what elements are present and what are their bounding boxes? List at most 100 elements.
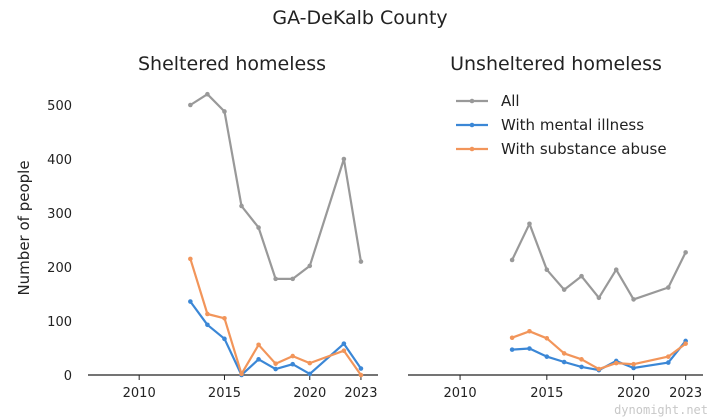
data-point (631, 361, 636, 367)
legend-item: With mental illness (456, 116, 644, 134)
data-point (222, 336, 227, 342)
series-line (189, 300, 362, 377)
data-point (205, 91, 210, 97)
data-point (631, 297, 636, 302)
data-point (544, 335, 550, 341)
legend-swatch-marker (469, 98, 475, 104)
x-tick-label: 2015 (208, 386, 241, 401)
data-point (222, 316, 227, 321)
data-point (631, 365, 636, 371)
series-line (511, 222, 687, 301)
series-line (189, 93, 362, 280)
legend: All With mental illness With substance abu… (456, 92, 667, 158)
data-point (596, 295, 602, 301)
x-tick-label: 2023 (344, 386, 377, 401)
legend-label: With mental illness (501, 116, 644, 134)
data-point (527, 328, 532, 334)
data-point (273, 366, 278, 372)
data-point (683, 341, 688, 346)
data-point (256, 342, 261, 348)
data-point (579, 273, 584, 279)
data-point (256, 225, 261, 230)
data-point (205, 311, 210, 317)
legend-item: With substance abuse (456, 140, 667, 158)
data-point (509, 257, 515, 263)
data-point (579, 364, 584, 370)
data-point (188, 256, 193, 262)
data-point (596, 366, 602, 372)
data-point (527, 346, 532, 351)
data-point (290, 353, 296, 359)
series-with-substance-abuse (188, 256, 364, 378)
x-tick-label: 2020 (293, 386, 326, 401)
data-point (509, 347, 515, 352)
legend-label: All (501, 92, 520, 110)
data-point (239, 203, 244, 209)
panel-title: Sheltered homeless (138, 53, 326, 75)
x-tick-label: 2023 (669, 386, 702, 401)
y-tick-label: 200 (47, 261, 72, 276)
data-point (205, 322, 210, 328)
x-tick-label: 2010 (123, 386, 156, 401)
data-point (561, 351, 567, 356)
legend-item: All (456, 92, 520, 110)
data-point (307, 360, 313, 366)
data-point (239, 371, 244, 377)
y-tick-label: 500 (47, 99, 72, 114)
data-point (544, 354, 550, 359)
panels: Sheltered homeless 2010 2015 2020 2023 0 100 20… (15, 53, 703, 401)
x-tick-label: 2020 (617, 386, 650, 401)
y-tick-label: 300 (47, 207, 72, 222)
data-point (358, 259, 364, 264)
data-point (665, 354, 671, 359)
data-point (579, 357, 584, 362)
panel-sheltered: Sheltered homeless 2010 2015 2020 2023 0 100 20… (15, 53, 378, 401)
panel-unsheltered: Unsheltered homeless 2010 2015 2020 2023 (408, 53, 703, 401)
y-tick-label: 100 (47, 315, 72, 330)
data-point (273, 361, 278, 366)
y-tick-label: 400 (47, 153, 72, 168)
series-with-substance-abuse (509, 328, 688, 372)
panel-title: Unsheltered homeless (450, 53, 662, 75)
watermark: dynomight.net (614, 403, 708, 417)
series-all (188, 91, 364, 282)
data-point (665, 360, 671, 365)
x-tick-label: 2010 (444, 386, 477, 401)
series-line (189, 258, 362, 376)
data-point (307, 371, 313, 377)
legend-label: With substance abuse (501, 140, 667, 158)
data-point (561, 359, 567, 365)
data-point (613, 360, 619, 366)
data-point (683, 250, 688, 255)
data-point (341, 156, 347, 162)
data-point (341, 348, 347, 354)
data-point (188, 102, 193, 108)
data-point (290, 361, 296, 367)
data-point (290, 276, 296, 282)
series-line (512, 340, 687, 372)
data-point (358, 372, 364, 378)
y-axis-label: Number of people (15, 160, 33, 295)
data-point (527, 221, 532, 227)
data-point (613, 267, 619, 273)
data-point (307, 263, 313, 269)
data-point (358, 366, 364, 371)
x-tick-label: 2015 (530, 386, 563, 401)
data-point (509, 335, 515, 341)
series-all (509, 221, 688, 302)
legend-swatch-marker (469, 122, 475, 128)
data-point (561, 287, 567, 292)
data-point (273, 276, 278, 282)
y-tick-label: 0 (64, 369, 72, 384)
figure-title: GA-DeKalb County (272, 7, 447, 29)
series-line (511, 330, 687, 371)
data-point (544, 267, 550, 273)
data-point (188, 299, 193, 304)
data-point (256, 357, 261, 362)
data-point (222, 109, 227, 114)
data-point (341, 341, 347, 346)
data-point (665, 285, 671, 290)
legend-swatch-marker (469, 146, 475, 152)
